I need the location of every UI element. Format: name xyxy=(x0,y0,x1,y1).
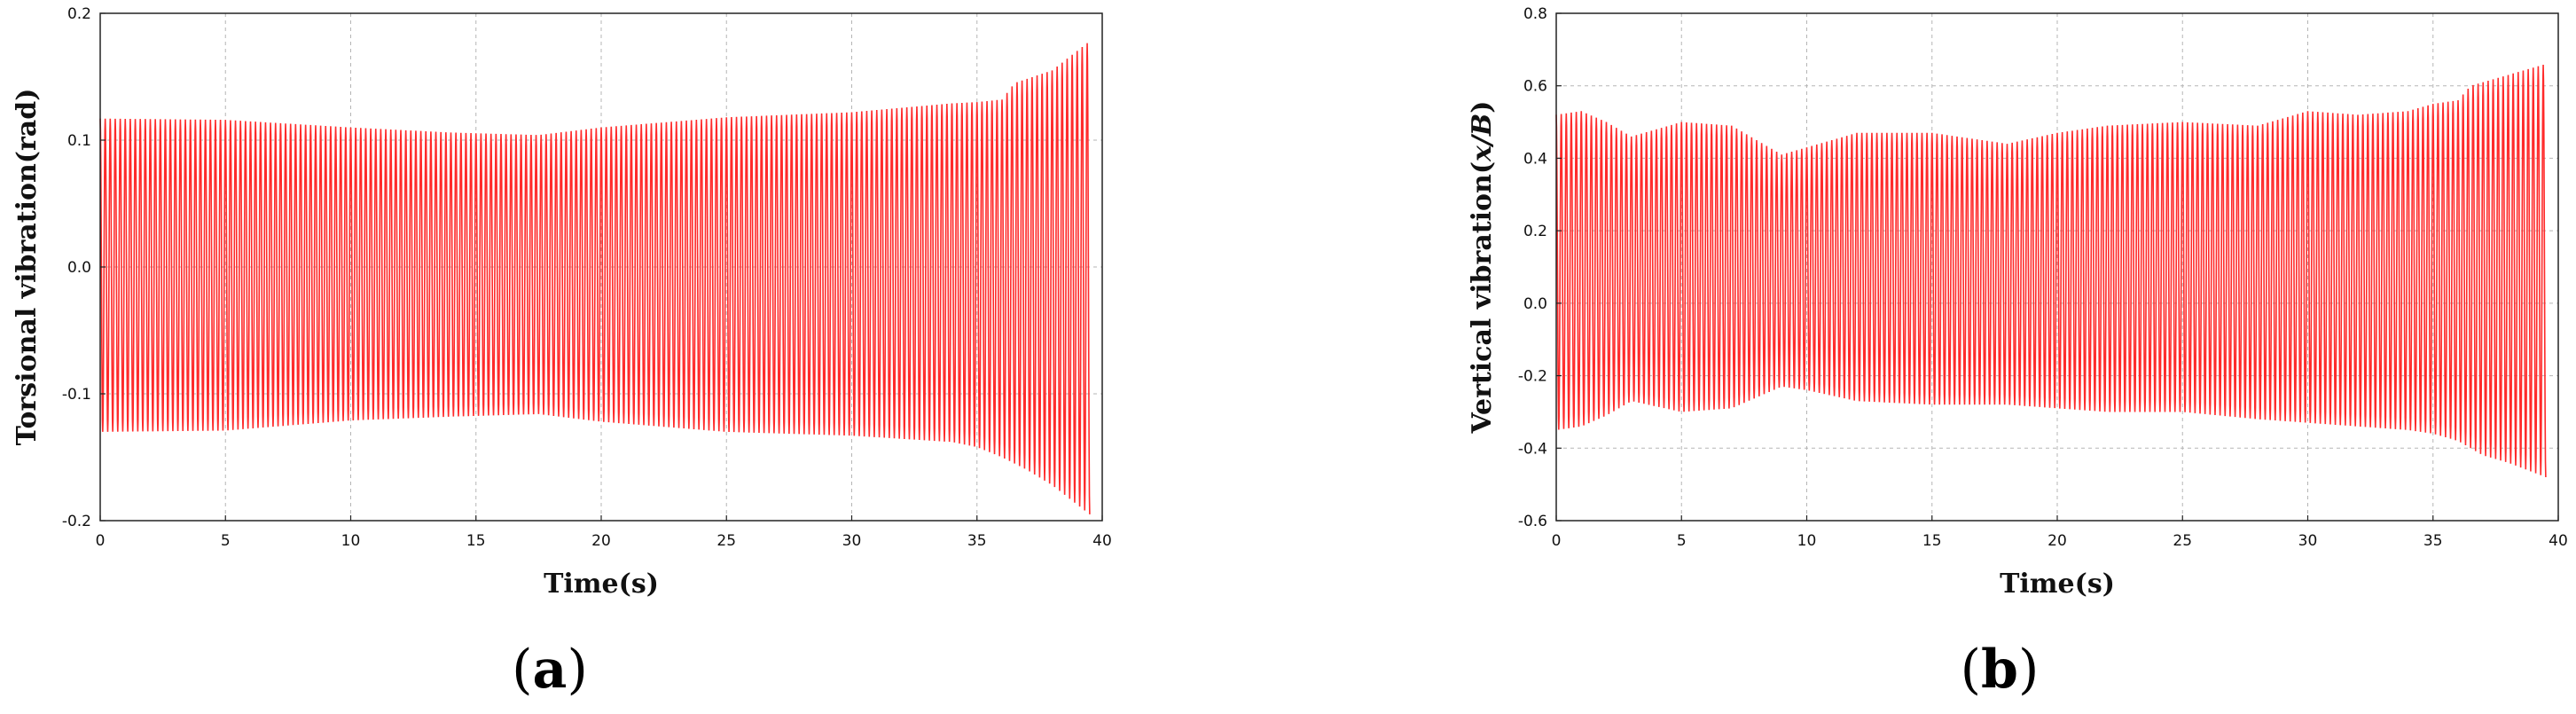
x-tick-label: 35 xyxy=(2423,532,2443,550)
chart-b: 0 5 10 15 20 25 30 35 40 -0.6 -0.4 -0.2 0.0 0.2 0.4 0.… xyxy=(1467,5,2568,701)
x-tick-label: 10 xyxy=(341,532,361,550)
grid-a xyxy=(100,13,1102,521)
panel-label-a-letter: a xyxy=(533,639,568,701)
panel-label-b: (b) xyxy=(1961,639,2040,701)
y-tick-label: -0.6 xyxy=(1518,513,1547,530)
y-axis-title-b-plain: Vertical vibration( xyxy=(1467,161,1498,435)
y-tick-label: 0.0 xyxy=(1523,295,1547,313)
y-tick-label: 0.4 xyxy=(1523,150,1547,168)
x-tick-label: 0 xyxy=(96,532,106,550)
y-tick-label: 0.2 xyxy=(1523,223,1547,240)
x-tick-label: 25 xyxy=(2173,532,2192,550)
y-tick-label: -0.2 xyxy=(1518,368,1547,386)
x-tick-label: 5 xyxy=(221,532,231,550)
y-axis-title-a: Torsional vibration(rad) xyxy=(12,89,43,446)
x-tick-label: 15 xyxy=(1922,532,1942,550)
x-tick-label: 35 xyxy=(967,532,987,550)
x-tick-label: 0 xyxy=(1552,532,1562,550)
y-tick-label: -0.2 xyxy=(62,513,91,530)
y-axis-title-b: Vertical vibration(x/B) xyxy=(1467,101,1498,435)
series-line xyxy=(1555,65,2547,477)
panel-label-b-letter: b xyxy=(1981,639,2018,701)
y-tick-label: 0.6 xyxy=(1523,78,1547,96)
x-axis-title-b: Time(s) xyxy=(2000,569,2115,600)
x-tick-label: 40 xyxy=(2549,532,2568,550)
x-axis-title-a: Time(s) xyxy=(544,569,659,600)
grid-b xyxy=(1556,13,2558,521)
plot-frame-b xyxy=(1555,12,2559,522)
x-tick-label: 20 xyxy=(2047,532,2067,550)
y-axis-title-b-close: ) xyxy=(1467,101,1498,114)
y-tick-label: -0.1 xyxy=(62,386,91,404)
chart-a: 0 5 10 15 20 25 30 35 40 -0.2 -0.1 0.0 0.1 0.2 Time(… xyxy=(12,5,1112,701)
panel-label-a-open: ( xyxy=(512,639,532,701)
x-ticks-b: 0 5 10 15 20 25 30 35 40 xyxy=(1552,515,2568,550)
panel-label-b-open: ( xyxy=(1961,639,1981,701)
x-tick-label: 40 xyxy=(1092,532,1112,550)
x-tick-label: 5 xyxy=(1677,532,1687,550)
series-line xyxy=(99,43,1091,514)
y-ticks-b: -0.6 -0.4 -0.2 0.0 0.2 0.4 0.6 0.8 xyxy=(1518,5,1562,530)
y-tick-label: 0.0 xyxy=(67,259,91,277)
signal-b xyxy=(1555,65,2547,477)
x-tick-label: 20 xyxy=(591,532,611,550)
x-tick-label: 30 xyxy=(2298,532,2318,550)
y-ticks-a: -0.2 -0.1 0.0 0.1 0.2 xyxy=(62,5,106,530)
x-tick-label: 30 xyxy=(842,532,862,550)
panel-label-b-close: ) xyxy=(2018,639,2039,701)
y-tick-label: 0.1 xyxy=(67,132,91,150)
x-tick-label: 15 xyxy=(466,532,486,550)
signal-a xyxy=(99,43,1091,514)
y-tick-label: 0.8 xyxy=(1523,5,1547,23)
panel-label-a-close: ) xyxy=(567,639,587,701)
x-tick-label: 10 xyxy=(1797,532,1817,550)
x-ticks-a: 0 5 10 15 20 25 30 35 40 xyxy=(96,515,1112,550)
y-tick-label: 0.2 xyxy=(67,5,91,23)
y-tick-label: -0.4 xyxy=(1518,440,1547,458)
y-axis-title-b-italic: x/B xyxy=(1467,114,1498,162)
panel-label-a: (a) xyxy=(512,639,588,701)
x-tick-label: 25 xyxy=(716,532,736,550)
